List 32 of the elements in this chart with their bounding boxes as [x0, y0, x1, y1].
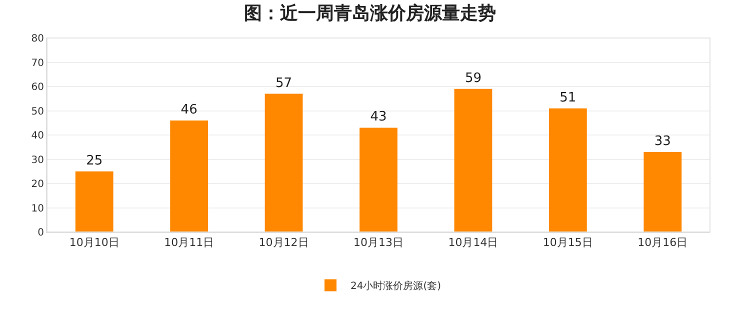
x-tick-label: 10月13日	[354, 236, 404, 250]
legend-label: 24小时涨价房源(套)	[350, 280, 442, 292]
y-tick-label: 60	[31, 82, 44, 93]
x-tick-label: 10月15日	[542, 236, 593, 250]
data-label: 25	[86, 153, 103, 168]
y-tick-label: 70	[31, 58, 44, 69]
bar	[170, 120, 208, 232]
y-tick-label: 50	[31, 106, 44, 118]
y-tick-label: 40	[31, 130, 44, 142]
data-label: 43	[370, 110, 387, 125]
bar	[75, 171, 114, 232]
data-label: 33	[654, 134, 671, 149]
bar	[360, 128, 398, 232]
data-label: 46	[180, 102, 198, 118]
bar	[454, 88, 492, 232]
bar	[644, 152, 682, 232]
y-tick-label: 30	[31, 154, 44, 166]
x-tick-label: 10月16日	[638, 236, 688, 250]
chart-title: 图：近一周青岛涨价房源量走势	[244, 2, 496, 24]
y-tick-label: 0	[38, 228, 44, 238]
data-label: 51	[560, 90, 576, 106]
y-tick-label: 80	[31, 34, 44, 44]
bar	[264, 94, 303, 232]
x-tick-label: 10月12日	[258, 236, 309, 250]
y-tick-label: 10	[31, 203, 44, 214]
bar	[548, 108, 587, 232]
x-tick-label: 10月11日	[164, 236, 214, 250]
data-label: 57	[276, 76, 292, 91]
data-label: 59	[464, 70, 482, 86]
x-tick-label: 10月14日	[448, 236, 498, 250]
x-tick-label: 10月10日	[69, 236, 120, 250]
y-tick-label: 20	[31, 179, 44, 190]
